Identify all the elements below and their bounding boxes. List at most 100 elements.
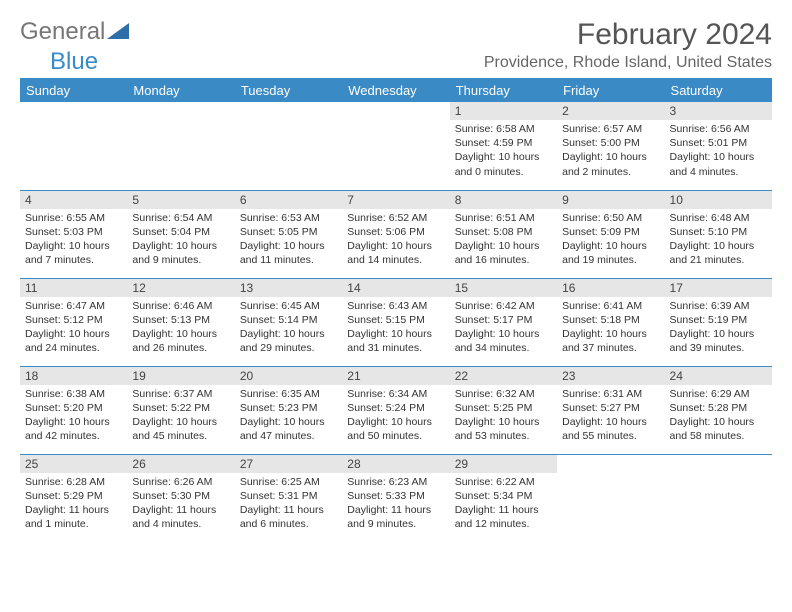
calendar-cell xyxy=(665,454,772,542)
date-number xyxy=(342,102,449,120)
date-number: 7 xyxy=(342,191,449,209)
date-number: 24 xyxy=(665,367,772,385)
calendar-cell: 13 Sunrise: 6:45 AMSunset: 5:14 PMDayligh… xyxy=(235,278,342,366)
date-number: 11 xyxy=(20,279,127,297)
weekday-header: Sunday xyxy=(20,79,127,102)
day-details: Sunrise: 6:37 AMSunset: 5:22 PMDaylight:… xyxy=(132,387,229,444)
calendar-cell: 26 Sunrise: 6:26 AMSunset: 5:30 PMDayligh… xyxy=(127,454,234,542)
calendar-cell: 29 Sunrise: 6:22 AMSunset: 5:34 PMDayligh… xyxy=(450,454,557,542)
day-details: Sunrise: 6:26 AMSunset: 5:30 PMDaylight:… xyxy=(132,475,229,532)
logo-text-general: General xyxy=(20,18,105,46)
day-details: Sunrise: 6:58 AMSunset: 4:59 PMDaylight:… xyxy=(455,122,552,179)
date-number xyxy=(557,455,664,473)
date-number: 15 xyxy=(450,279,557,297)
calendar-row: 18 Sunrise: 6:38 AMSunset: 5:20 PMDayligh… xyxy=(20,366,772,454)
day-details: Sunrise: 6:29 AMSunset: 5:28 PMDaylight:… xyxy=(670,387,767,444)
calendar-cell: 17Sunrise: 6:39 AMSunset: 5:19 PMDayligh… xyxy=(665,278,772,366)
location: Providence, Rhode Island, United States xyxy=(484,54,772,72)
day-details: Sunrise: 6:50 AMSunset: 5:09 PMDaylight:… xyxy=(562,211,659,268)
day-details: Sunrise: 6:57 AMSunset: 5:00 PMDaylight:… xyxy=(562,122,659,179)
date-number: 23 xyxy=(557,367,664,385)
date-number xyxy=(127,102,234,120)
month-title: February 2024 xyxy=(484,18,772,52)
date-number: 2 xyxy=(557,102,664,120)
calendar-cell xyxy=(342,102,449,190)
logo-text-blue: Blue xyxy=(50,48,98,75)
date-number: 12 xyxy=(127,279,234,297)
date-number xyxy=(20,102,127,120)
day-details: Sunrise: 6:32 AMSunset: 5:25 PMDaylight:… xyxy=(455,387,552,444)
calendar-cell: 10Sunrise: 6:48 AMSunset: 5:10 PMDayligh… xyxy=(665,190,772,278)
date-number: 18 xyxy=(20,367,127,385)
date-number: 28 xyxy=(342,455,449,473)
day-details: Sunrise: 6:38 AMSunset: 5:20 PMDaylight:… xyxy=(25,387,122,444)
day-details: Sunrise: 6:43 AMSunset: 5:15 PMDaylight:… xyxy=(347,299,444,356)
day-details: Sunrise: 6:34 AMSunset: 5:24 PMDaylight:… xyxy=(347,387,444,444)
day-details: Sunrise: 6:48 AMSunset: 5:10 PMDaylight:… xyxy=(670,211,767,268)
weekday-header: Tuesday xyxy=(235,79,342,102)
date-number: 4 xyxy=(20,191,127,209)
day-details: Sunrise: 6:53 AMSunset: 5:05 PMDaylight:… xyxy=(240,211,337,268)
day-details: Sunrise: 6:25 AMSunset: 5:31 PMDaylight:… xyxy=(240,475,337,532)
calendar-row: 11Sunrise: 6:47 AMSunset: 5:12 PMDayligh… xyxy=(20,278,772,366)
date-number xyxy=(665,455,772,473)
calendar-row: 25Sunrise: 6:28 AMSunset: 5:29 PMDayligh… xyxy=(20,454,772,542)
date-number: 21 xyxy=(342,367,449,385)
calendar-row: 1 Sunrise: 6:58 AMSunset: 4:59 PMDaylight… xyxy=(20,102,772,190)
title-block: February 2024 Providence, Rhode Island, … xyxy=(484,18,772,72)
day-details: Sunrise: 6:42 AMSunset: 5:17 PMDaylight:… xyxy=(455,299,552,356)
day-details: Sunrise: 6:35 AMSunset: 5:23 PMDaylight:… xyxy=(240,387,337,444)
calendar-cell: 16Sunrise: 6:41 AMSunset: 5:18 PMDayligh… xyxy=(557,278,664,366)
calendar-cell: 8 Sunrise: 6:51 AMSunset: 5:08 PMDaylight… xyxy=(450,190,557,278)
date-number: 22 xyxy=(450,367,557,385)
calendar-cell: 28 Sunrise: 6:23 AMSunset: 5:33 PMDayligh… xyxy=(342,454,449,542)
weekday-header-row: SundayMondayTuesdayWednesdayThursdayFrid… xyxy=(20,79,772,102)
day-details: Sunrise: 6:55 AMSunset: 5:03 PMDaylight:… xyxy=(25,211,122,268)
date-number: 5 xyxy=(127,191,234,209)
calendar-cell: 6Sunrise: 6:53 AMSunset: 5:05 PMDaylight… xyxy=(235,190,342,278)
calendar-cell: 27 Sunrise: 6:25 AMSunset: 5:31 PMDayligh… xyxy=(235,454,342,542)
date-number: 8 xyxy=(450,191,557,209)
date-number: 20 xyxy=(235,367,342,385)
date-number: 25 xyxy=(20,455,127,473)
calendar-cell: 18 Sunrise: 6:38 AMSunset: 5:20 PMDayligh… xyxy=(20,366,127,454)
calendar-table: SundayMondayTuesdayWednesdayThursdayFrid… xyxy=(20,79,772,542)
calendar-cell: 2 Sunrise: 6:57 AMSunset: 5:00 PMDaylight… xyxy=(557,102,664,190)
calendar-cell: 11Sunrise: 6:47 AMSunset: 5:12 PMDayligh… xyxy=(20,278,127,366)
calendar-cell xyxy=(235,102,342,190)
day-details: Sunrise: 6:31 AMSunset: 5:27 PMDaylight:… xyxy=(562,387,659,444)
weekday-header: Monday xyxy=(127,79,234,102)
date-number: 9 xyxy=(557,191,664,209)
calendar-cell: 7 Sunrise: 6:52 AMSunset: 5:06 PMDaylight… xyxy=(342,190,449,278)
date-number: 26 xyxy=(127,455,234,473)
day-details: Sunrise: 6:45 AMSunset: 5:14 PMDaylight:… xyxy=(240,299,337,356)
calendar-cell: 5 Sunrise: 6:54 AMSunset: 5:04 PMDaylight… xyxy=(127,190,234,278)
date-number: 1 xyxy=(450,102,557,120)
date-number: 13 xyxy=(235,279,342,297)
calendar-cell: 21 Sunrise: 6:34 AMSunset: 5:24 PMDayligh… xyxy=(342,366,449,454)
date-number: 17 xyxy=(665,279,772,297)
weekday-header: Thursday xyxy=(450,79,557,102)
calendar-cell: 19Sunrise: 6:37 AMSunset: 5:22 PMDayligh… xyxy=(127,366,234,454)
calendar-cell: 20 Sunrise: 6:35 AMSunset: 5:23 PMDayligh… xyxy=(235,366,342,454)
calendar-row: 4 Sunrise: 6:55 AMSunset: 5:03 PMDaylight… xyxy=(20,190,772,278)
weekday-header: Saturday xyxy=(665,79,772,102)
date-number: 3 xyxy=(665,102,772,120)
date-number xyxy=(235,102,342,120)
day-details: Sunrise: 6:56 AMSunset: 5:01 PMDaylight:… xyxy=(670,122,767,179)
date-number: 27 xyxy=(235,455,342,473)
date-number: 14 xyxy=(342,279,449,297)
day-details: Sunrise: 6:51 AMSunset: 5:08 PMDaylight:… xyxy=(455,211,552,268)
calendar-cell: 9 Sunrise: 6:50 AMSunset: 5:09 PMDaylight… xyxy=(557,190,664,278)
day-details: Sunrise: 6:54 AMSunset: 5:04 PMDaylight:… xyxy=(132,211,229,268)
header: General February 2024 Providence, Rhode … xyxy=(20,18,772,72)
weekday-header: Wednesday xyxy=(342,79,449,102)
day-details: Sunrise: 6:41 AMSunset: 5:18 PMDaylight:… xyxy=(562,299,659,356)
date-number: 29 xyxy=(450,455,557,473)
logo: General xyxy=(20,18,129,46)
day-details: Sunrise: 6:22 AMSunset: 5:34 PMDaylight:… xyxy=(455,475,552,532)
calendar-cell xyxy=(127,102,234,190)
day-details: Sunrise: 6:23 AMSunset: 5:33 PMDaylight:… xyxy=(347,475,444,532)
calendar-cell: 4 Sunrise: 6:55 AMSunset: 5:03 PMDaylight… xyxy=(20,190,127,278)
day-details: Sunrise: 6:52 AMSunset: 5:06 PMDaylight:… xyxy=(347,211,444,268)
